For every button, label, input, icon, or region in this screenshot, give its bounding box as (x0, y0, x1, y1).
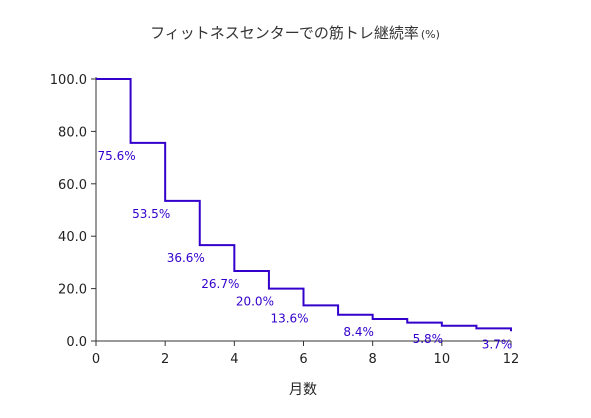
data-label: 36.6% (167, 251, 205, 265)
chart-title: フィットネスセンターでの筋トレ継続率 (%) (150, 24, 440, 42)
y-tick-label: 40.0 (58, 230, 87, 245)
y-tick-label: 20.0 (58, 283, 87, 298)
data-label: 13.6% (270, 311, 308, 325)
y-tick-label: 80.0 (58, 125, 87, 140)
x-tick-label: 0 (92, 352, 100, 367)
y-tick-label: 60.0 (58, 178, 87, 193)
data-label: 20.0% (236, 295, 274, 309)
x-tick-label: 6 (299, 352, 307, 367)
y-tick-label: 100.0 (50, 73, 87, 88)
chart-title-main: フィットネスセンターでの筋トレ継続率 (150, 24, 419, 42)
series-line (96, 78, 512, 332)
y-tick-label: 0.0 (66, 335, 87, 350)
retention-step-line (96, 78, 512, 332)
x-tick-label: 4 (230, 352, 238, 367)
x-tick-label: 12 (503, 352, 520, 367)
data-label: 8.4% (343, 325, 374, 339)
x-axis-label: 月数 (289, 382, 317, 398)
data-label: 3.7% (482, 337, 513, 351)
x-tick-label: 10 (434, 352, 451, 367)
data-labels: 75.6% 53.5% 36.6% 26.7% 20.0% 13.6% 8.4% 5.8% 3.… (98, 149, 513, 351)
tick-labels: 0.0 20.0 40.0 60.0 80.0 100.0 0 2 4 6 8 10 12 (50, 73, 519, 367)
data-label: 53.5% (132, 207, 170, 221)
data-label: 75.6% (98, 149, 136, 163)
x-tick-label: 8 (369, 352, 377, 367)
data-label: 26.7% (201, 277, 239, 291)
chart-title-unit: (%) (421, 28, 440, 41)
x-tick-label: 2 (161, 352, 169, 367)
data-label: 5.8% (413, 332, 444, 346)
